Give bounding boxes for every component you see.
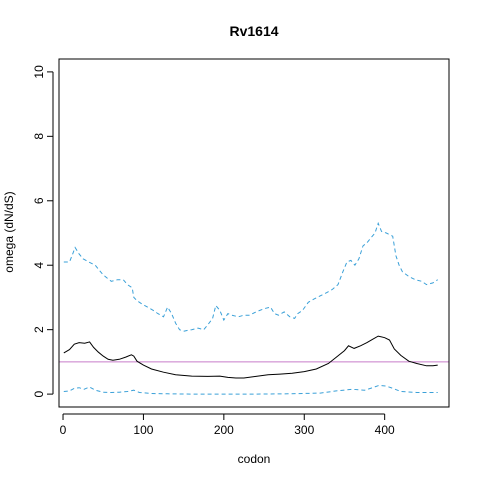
plot-area	[59, 221, 449, 395]
y-tick-label: 10	[32, 65, 46, 79]
y-tick-label: 4	[32, 262, 46, 269]
x-tick-label: 0	[60, 423, 67, 437]
x-tick-label: 300	[294, 423, 314, 437]
series-line-solid	[63, 335, 438, 379]
axes: 0 100 200 300 400 0 2 4 6 8 10	[32, 65, 395, 437]
y-tick-label: 8	[32, 133, 46, 140]
series-line-dashed-lower	[63, 384, 438, 395]
x-tick-label: 100	[133, 423, 153, 437]
chart-title: Rv1614	[229, 23, 278, 39]
y-tick-label: 2	[32, 326, 46, 333]
y-tick-label: 6	[32, 197, 46, 204]
x-tick-label: 400	[375, 423, 395, 437]
x-axis-label: codon	[238, 452, 271, 466]
series-line-dashed-upper	[63, 221, 438, 332]
plot-frame	[58, 58, 450, 408]
y-axis-label: omega (dN/dS)	[2, 191, 16, 272]
y-tick-label: 0	[32, 390, 46, 397]
x-tick-label: 200	[214, 423, 234, 437]
